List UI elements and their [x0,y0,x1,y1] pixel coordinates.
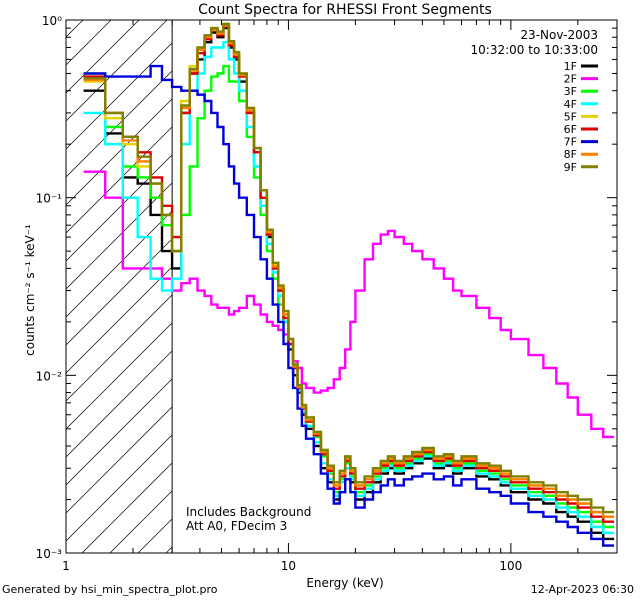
x-tick-label: 100 [499,559,522,573]
date-label: 23-Nov-2003 [520,28,598,42]
timestamp-text: 12-Apr-2023 06:30 [530,583,634,596]
legend-label-5F: 5F [564,110,577,123]
y-axis-label: counts cm⁻² s⁻¹ keV⁻¹ [23,224,37,356]
y-tick-label: 10⁻¹ [36,192,63,206]
legend-label-2F: 2F [564,73,577,86]
attenuator-hatch-region [66,20,173,553]
legend-label-8F: 8F [564,148,577,161]
y-tick-label: 10⁰ [42,14,62,28]
generated-by-text: Generated by hsi_min_spectra_plot.pro [2,583,218,596]
y-tick-label: 10⁻³ [36,547,63,561]
legend-label-7F: 7F [564,136,577,149]
series-line-2F [83,170,615,439]
series-line-9F [83,22,615,514]
series-layer [83,22,615,547]
legend-label-3F: 3F [564,85,577,98]
x-tick-label: 10 [281,559,296,573]
y-axis: 10⁰ 10⁻¹ 10⁻² 10⁻³ [36,14,617,561]
x-axis-label: Energy (keV) [306,576,383,590]
plot-frame [65,19,618,554]
annotation-attenuator: Att A0, FDecim 3 [186,519,287,533]
chart-title: Count Spectra for RHESSI Front Segments [198,2,492,18]
legend-label-4F: 4F [564,98,577,111]
annotation-background: Includes Background [186,505,311,519]
hatch-lines [66,20,173,553]
legend-label-6F: 6F [564,123,577,136]
x-tick-label: 1 [62,559,70,573]
y-tick-label: 10⁻² [36,369,63,383]
series-line-7F [83,64,615,547]
time-range-label: 10:32:00 to 10:33:00 [471,43,598,57]
legend-label-9F: 9F [564,161,577,174]
legend-label-1F: 1F [564,60,577,73]
